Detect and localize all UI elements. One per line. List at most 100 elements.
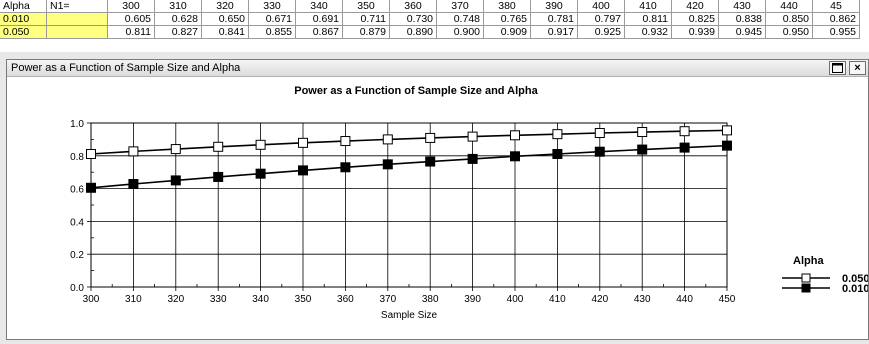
maximize-icon[interactable]	[829, 61, 846, 75]
data-point-filled-square	[552, 148, 563, 159]
grid-value-cell[interactable]: 0.838	[719, 13, 766, 26]
data-point-open-square	[86, 148, 96, 159]
grid-header-n1[interactable]: N1=	[47, 0, 108, 13]
grid-value-cell[interactable]: 0.900	[437, 26, 484, 39]
legend-label: 0.010	[842, 283, 868, 295]
grid-value-cell[interactable]: 0.781	[531, 13, 578, 26]
grid-row-alpha-cell[interactable]: 0.010	[0, 13, 47, 26]
grid-header-n-value[interactable]: 300	[108, 0, 155, 13]
y-tick-label: 0.8	[70, 152, 84, 163]
grid-row-alpha-cell[interactable]: 0.050	[0, 26, 47, 39]
y-tick-label: 0.4	[70, 217, 84, 228]
x-tick-label: 310	[125, 294, 142, 305]
x-tick-label: 340	[252, 294, 269, 305]
x-tick-label: 420	[591, 294, 608, 305]
grid-value-cell[interactable]: 0.650	[202, 13, 249, 26]
grid-header-n-value[interactable]: 330	[249, 0, 296, 13]
data-point-filled-square	[510, 151, 520, 162]
legend-title: Alpha	[793, 255, 824, 267]
data-point-filled-square	[679, 142, 690, 153]
results-grid[interactable]: Alpha N1= 300 310 320 330 340 350 360 370 380 390…	[0, 0, 869, 52]
chart-window[interactable]: Power as a Function of Sample Size and A…	[6, 59, 869, 340]
x-tick-label: 430	[634, 294, 651, 305]
grid-value-cell[interactable]: 0.711	[343, 13, 390, 26]
data-point-open-square	[298, 137, 308, 148]
x-tick-label: 440	[676, 294, 693, 305]
data-point-open-square	[679, 126, 690, 137]
grid-value-cell[interactable]: 0.691	[296, 13, 343, 26]
grid-header-n-value[interactable]: 400	[578, 0, 625, 13]
grid-header-n-value[interactable]: 320	[202, 0, 249, 13]
y-tick-label: 0.6	[70, 185, 84, 196]
grid-value-cell[interactable]: 0.850	[766, 13, 813, 26]
y-tick-label: 1.0	[70, 119, 84, 130]
x-tick-label: 370	[379, 294, 396, 305]
grid-value-cell[interactable]: 0.925	[578, 26, 625, 39]
y-tick-label: 0.0	[70, 283, 84, 294]
legend-label: 0.050	[842, 273, 868, 285]
data-point-filled-square	[340, 162, 351, 173]
grid-header-n-value[interactable]: 340	[296, 0, 343, 13]
grid-value-cell[interactable]: 0.811	[108, 26, 155, 39]
grid-value-cell[interactable]: 0.748	[437, 13, 484, 26]
data-point-filled-square	[86, 182, 96, 193]
grid-value-cell[interactable]: 0.811	[625, 13, 672, 26]
x-tick-label: 450	[719, 294, 736, 305]
grid-header-n-value[interactable]: 380	[484, 0, 531, 13]
x-tick-label: 350	[295, 294, 312, 305]
grid-header-n-value[interactable]: 390	[531, 0, 578, 13]
grid-value-cell[interactable]: 0.950	[766, 26, 813, 39]
grid-header-n-value[interactable]: 420	[672, 0, 719, 13]
grid-header-n-value[interactable]: 310	[155, 0, 202, 13]
legend-marker	[801, 273, 811, 283]
data-point-open-square	[213, 141, 224, 152]
series-line-0.010	[90, 144, 728, 189]
grid-value-cell[interactable]: 0.855	[249, 26, 296, 39]
grid-header-n-value[interactable]: 440	[766, 0, 813, 13]
grid-row-n1-cell[interactable]	[47, 26, 108, 39]
grid-row-n1-cell[interactable]	[47, 13, 108, 26]
chart-area: Power as a Function of Sample Size and A…	[7, 77, 869, 339]
grid-value-cell[interactable]: 0.730	[390, 13, 437, 26]
grid-value-cell[interactable]: 0.932	[625, 26, 672, 39]
grid-header-n-value[interactable]: 45	[813, 0, 860, 13]
data-point-open-square	[552, 129, 563, 140]
grid-value-cell[interactable]: 0.909	[484, 26, 531, 39]
data-point-open-square	[467, 131, 478, 142]
grid-value-cell[interactable]: 0.862	[813, 13, 860, 26]
close-icon[interactable]: ×	[849, 61, 866, 75]
grid-value-cell[interactable]: 0.797	[578, 13, 625, 26]
data-point-filled-square	[170, 175, 181, 186]
plot-frame	[90, 122, 728, 288]
grid-value-cell[interactable]: 0.825	[672, 13, 719, 26]
x-tick-label: 400	[507, 294, 524, 305]
x-tick-label: 380	[422, 294, 439, 305]
data-point-open-square	[637, 127, 648, 138]
grid-header-n-value[interactable]: 430	[719, 0, 766, 13]
data-point-filled-square	[594, 146, 605, 157]
grid-value-cell[interactable]: 0.867	[296, 26, 343, 39]
grid-value-cell[interactable]: 0.939	[672, 26, 719, 39]
data-point-filled-square	[467, 153, 478, 164]
data-point-filled-square	[298, 165, 308, 176]
grid-header-alpha[interactable]: Alpha	[0, 0, 47, 13]
grid-value-cell[interactable]: 0.955	[813, 26, 860, 39]
grid-header-n-value[interactable]: 370	[437, 0, 484, 13]
x-tick-label: 330	[210, 294, 227, 305]
grid-value-cell[interactable]: 0.827	[155, 26, 202, 39]
grid-value-cell[interactable]: 0.605	[108, 13, 155, 26]
grid-value-cell[interactable]: 0.671	[249, 13, 296, 26]
grid-value-cell[interactable]: 0.945	[719, 26, 766, 39]
grid-header-n-value[interactable]: 360	[390, 0, 437, 13]
grid-header-n-value[interactable]: 350	[343, 0, 390, 13]
window-title-bar[interactable]: Power as a Function of Sample Size and A…	[7, 60, 868, 77]
grid-value-cell[interactable]: 0.765	[484, 13, 531, 26]
data-point-filled-square	[637, 144, 648, 155]
x-tick-label: 360	[337, 294, 354, 305]
grid-value-cell[interactable]: 0.917	[531, 26, 578, 39]
grid-value-cell[interactable]: 0.841	[202, 26, 249, 39]
grid-header-n-value[interactable]: 410	[625, 0, 672, 13]
grid-value-cell[interactable]: 0.890	[390, 26, 437, 39]
grid-value-cell[interactable]: 0.628	[155, 13, 202, 26]
grid-value-cell[interactable]: 0.879	[343, 26, 390, 39]
